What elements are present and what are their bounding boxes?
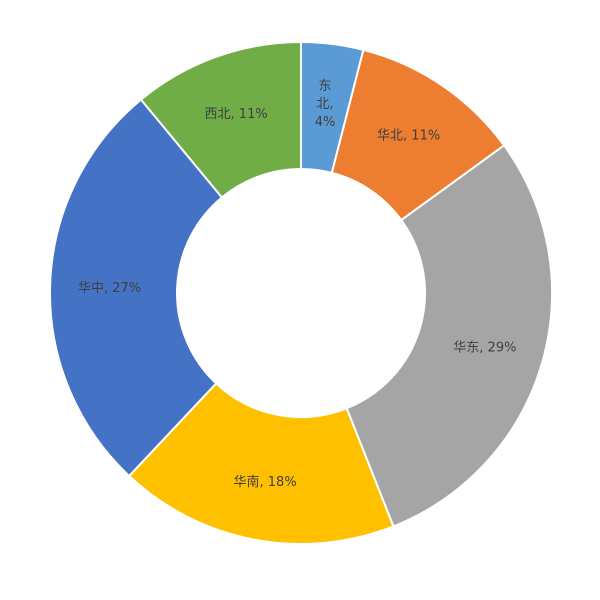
slice-label-4: 华中, 27% xyxy=(78,281,141,296)
slice-label-3: 华南, 18% xyxy=(234,474,297,490)
slice-label-1: 华北, 11% xyxy=(377,129,440,144)
slice-5 xyxy=(139,40,302,199)
slices-group xyxy=(49,40,553,545)
slice-label-0: 东北, 4% xyxy=(315,79,336,130)
slice-label-5: 西北, 11% xyxy=(205,107,268,122)
slice-4 xyxy=(49,98,224,478)
labels-group: 东北, 4% 华北, 11% 华东, 29% 华南, 18% 华中, 27% 西北, 11% xyxy=(78,79,516,490)
slice-label-2: 华东, 29% xyxy=(453,340,516,355)
slice-2 xyxy=(345,144,553,528)
slice-3 xyxy=(127,381,395,545)
